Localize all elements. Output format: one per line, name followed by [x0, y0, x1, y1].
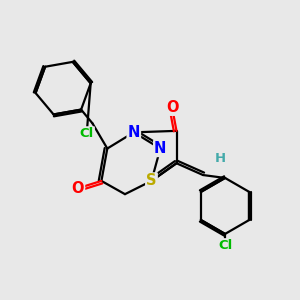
Text: Cl: Cl: [218, 239, 232, 252]
Text: N: N: [154, 141, 167, 156]
Text: S: S: [146, 173, 157, 188]
Text: N: N: [128, 125, 140, 140]
Text: O: O: [72, 181, 84, 196]
Text: O: O: [166, 100, 178, 115]
Text: H: H: [215, 152, 226, 165]
Text: Cl: Cl: [80, 127, 94, 140]
